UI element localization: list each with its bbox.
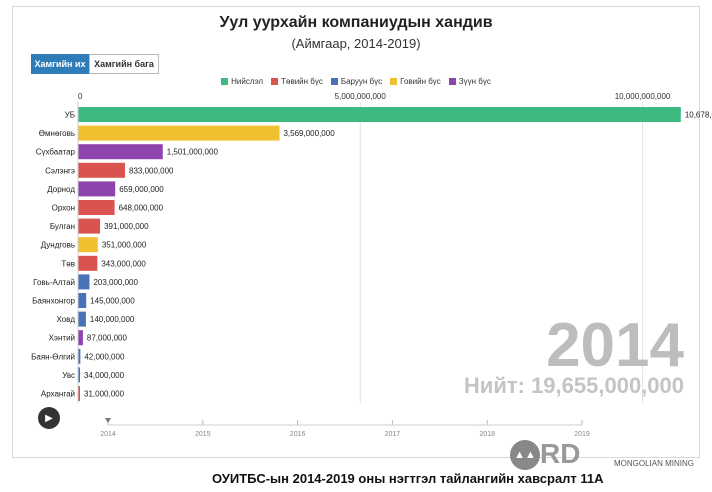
value-label: 42,000,000 bbox=[84, 352, 125, 361]
total-watermark: Нийт: 19,655,000,000 bbox=[464, 373, 684, 398]
legend-label: Төвийн бүс bbox=[281, 77, 323, 86]
logo-subtitle: MONGOLIAN MINING bbox=[614, 459, 695, 468]
category-label: Увс bbox=[62, 371, 75, 380]
bar bbox=[78, 181, 116, 197]
bar bbox=[78, 274, 90, 290]
bar bbox=[78, 218, 101, 234]
value-label: 648,000,000 bbox=[119, 204, 164, 213]
year-watermark: 2014 bbox=[546, 311, 684, 380]
value-label: 659,000,000 bbox=[119, 185, 164, 194]
mountain-logo-icon: ▲▲ bbox=[510, 440, 540, 470]
value-label: 145,000,000 bbox=[90, 297, 135, 306]
bar bbox=[78, 311, 86, 327]
category-label: Дундговь bbox=[41, 241, 75, 250]
value-label: 391,000,000 bbox=[104, 222, 149, 231]
timeline-handle bbox=[105, 418, 111, 423]
value-label: 10,678,000,000 bbox=[685, 111, 712, 120]
value-label: 833,000,000 bbox=[129, 166, 174, 175]
timeline-year-label: 2017 bbox=[385, 431, 401, 438]
value-label: 140,000,000 bbox=[90, 315, 135, 324]
legend-swatch bbox=[221, 78, 229, 85]
category-label: Сүхбаатар bbox=[36, 148, 76, 157]
timeline-year-label: 2015 bbox=[195, 431, 211, 438]
chart-frame bbox=[12, 6, 700, 458]
value-label: 34,000,000 bbox=[84, 371, 125, 380]
source-caption: ОУИТБС-ын 2014-2019 оны нэгтгэл тайланги… bbox=[212, 471, 604, 486]
bar bbox=[78, 162, 126, 178]
bar bbox=[78, 237, 98, 253]
value-label: 343,000,000 bbox=[101, 259, 146, 268]
bar bbox=[78, 125, 280, 141]
value-label: 3,569,000,000 bbox=[283, 129, 335, 138]
value-label: 1,501,000,000 bbox=[167, 148, 219, 157]
value-label: 351,000,000 bbox=[102, 241, 147, 250]
value-label: 203,000,000 bbox=[93, 278, 138, 287]
legend-label: Нийслэл bbox=[231, 77, 264, 86]
play-button[interactable]: ▶ bbox=[38, 407, 60, 429]
bar bbox=[78, 330, 83, 346]
category-label: Ховд bbox=[56, 315, 75, 324]
logo-mark: RD bbox=[540, 438, 581, 469]
category-label: Хэнтий bbox=[49, 334, 75, 343]
category-label: Орхон bbox=[52, 204, 75, 213]
timeline-year-label: 2018 bbox=[479, 431, 495, 438]
category-label: УБ bbox=[65, 111, 75, 120]
bar bbox=[78, 200, 115, 215]
bar bbox=[78, 348, 81, 364]
bar bbox=[78, 107, 681, 122]
legend-label: Баруун бүс bbox=[340, 77, 383, 86]
category-label: Говь-Алтай bbox=[33, 278, 75, 287]
category-label: Архангай bbox=[41, 390, 75, 399]
legend: Нийслэл Төвийн бүс Баруун бүс Говийн бүс… bbox=[0, 77, 712, 86]
category-label: Дорнод bbox=[47, 185, 75, 194]
min-toggle-button[interactable]: Хамгийн бага bbox=[89, 54, 159, 74]
legend-swatch bbox=[448, 78, 456, 85]
timeline-year-label: 2019 bbox=[574, 431, 590, 438]
category-label: Баянхонгор bbox=[32, 297, 75, 306]
legend-swatch bbox=[330, 78, 338, 85]
x-tick-label: 0 bbox=[78, 92, 83, 101]
value-label: 87,000,000 bbox=[87, 334, 128, 343]
bar bbox=[78, 386, 80, 401]
chart-subtitle: (Аймгаар, 2014-2019) bbox=[291, 36, 421, 51]
value-label: 31,000,000 bbox=[84, 390, 125, 399]
legend-item-eastern[interactable]: Зүүн бүс bbox=[448, 77, 491, 86]
legend-item-gobi[interactable]: Говийн бүс bbox=[390, 77, 441, 86]
max-toggle-button[interactable]: Хамгийн их bbox=[31, 54, 89, 74]
timeline-year-label: 2014 bbox=[100, 431, 116, 438]
category-label: Өмнөговь bbox=[39, 129, 75, 138]
category-label: Төв bbox=[61, 259, 75, 268]
category-label: Сэлэнгэ bbox=[45, 166, 75, 175]
legend-swatch bbox=[271, 78, 279, 85]
legend-label: Зүүн бүс bbox=[458, 77, 491, 86]
bar bbox=[78, 255, 98, 271]
legend-swatch bbox=[390, 78, 398, 85]
legend-item-western[interactable]: Баруун бүс bbox=[330, 77, 383, 86]
bar bbox=[78, 144, 163, 160]
legend-label: Говийн бүс bbox=[400, 77, 441, 86]
category-label: Баян-Өлгий bbox=[31, 352, 75, 361]
bar bbox=[78, 293, 87, 308]
chart-title: Уул уурхайн компаниудын хандив bbox=[219, 14, 493, 31]
x-tick-label: 10,000,000,000 bbox=[615, 92, 671, 101]
timeline-year-label: 2016 bbox=[290, 431, 306, 438]
legend-item-central[interactable]: Төвийн бүс bbox=[271, 77, 323, 86]
legend-item-capital[interactable]: Нийслэл bbox=[221, 77, 263, 86]
x-tick-label: 5,000,000,000 bbox=[335, 92, 387, 101]
category-label: Булган bbox=[50, 222, 75, 231]
play-icon: ▶ bbox=[45, 412, 53, 424]
logo: ▲▲ RD MONGOLIAN MINING bbox=[510, 438, 710, 472]
bar bbox=[78, 367, 80, 383]
